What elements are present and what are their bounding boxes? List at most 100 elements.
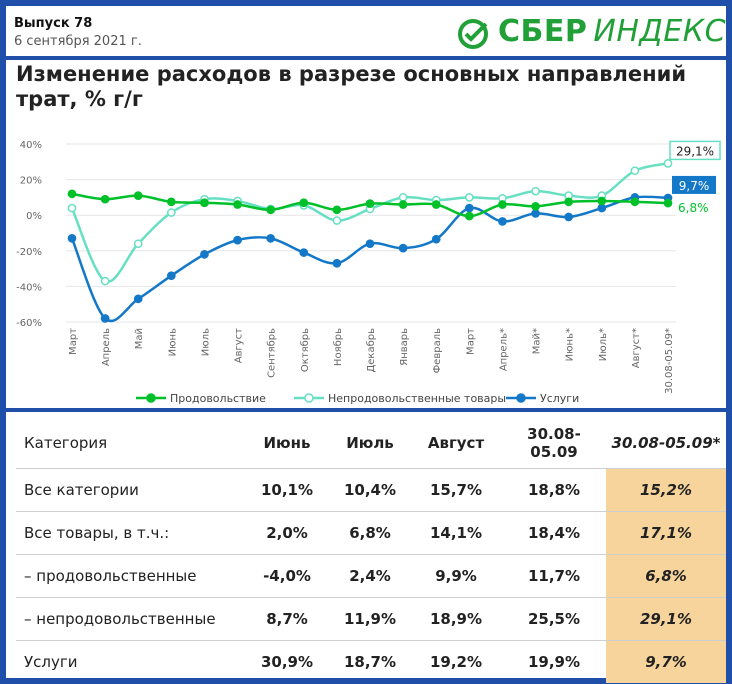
data-point bbox=[365, 239, 375, 249]
header-august: Август bbox=[427, 434, 485, 452]
data-point bbox=[464, 211, 474, 221]
spending-table: Категория Июнь Июль Август 30.08- 05.09 3… bbox=[16, 418, 726, 683]
table-cell: 9,9% bbox=[410, 554, 502, 598]
data-point bbox=[398, 243, 408, 253]
table-cell: 2,4% bbox=[330, 554, 410, 598]
data-point bbox=[133, 239, 143, 249]
services-label-box bbox=[672, 175, 716, 194]
nonfood-end-label: 29,1% bbox=[676, 144, 714, 158]
data-point bbox=[531, 186, 540, 196]
series-lines bbox=[67, 159, 673, 323]
sber-logo-icon bbox=[458, 19, 488, 49]
x-tick-label: Март bbox=[68, 328, 79, 355]
table-cell: 15,7% bbox=[410, 468, 502, 512]
row-label: Все товары, в т.ч.: bbox=[16, 511, 244, 555]
issue-date: 6 сентября 2021 г. bbox=[14, 34, 142, 49]
header-category: Категория bbox=[24, 434, 108, 452]
y-tick-label: -60% bbox=[16, 318, 42, 329]
table-cell: 10,1% bbox=[244, 468, 330, 512]
data-point bbox=[431, 234, 441, 244]
table-cell: 9,7% bbox=[606, 640, 726, 683]
x-axis-ticks: Март Апрель Май Июнь Июль Август Сентябрь Октяб… bbox=[68, 328, 675, 394]
table-cell: 29,1% bbox=[606, 597, 726, 641]
services-end-label: 9,7% bbox=[679, 179, 710, 193]
line-chart: 40% 20% 0% -20% -40% -60% Март Апрель Май Июнь Ию… bbox=[16, 140, 721, 405]
chart-title: Изменение расходов в разрезе основных на… bbox=[16, 62, 687, 111]
table-cell: 10,4% bbox=[330, 468, 410, 512]
end-labels: 29,1% 9,7% 6,8% bbox=[669, 140, 721, 215]
data-point bbox=[100, 276, 110, 286]
data-point bbox=[332, 258, 342, 268]
grid: 40% 20% 0% -20% -40% -60% bbox=[16, 140, 676, 329]
data-point bbox=[597, 203, 607, 213]
table-body: Все категории 10,1% 10,4% 15,7% 18,8% 15,2% Вс… bbox=[16, 468, 726, 683]
x-tick-label: Апрель bbox=[101, 328, 112, 366]
data-point bbox=[431, 200, 441, 209]
data-point bbox=[67, 203, 77, 213]
header-july: Июль bbox=[346, 434, 394, 452]
nonfood-label-box bbox=[669, 140, 721, 161]
table-cell: 15,2% bbox=[606, 468, 726, 512]
legend-label: Услуги bbox=[540, 392, 579, 405]
data-point bbox=[332, 216, 342, 225]
table-panel: Категория Июнь Июль Август 30.08- 05.09 3… bbox=[6, 412, 726, 683]
table-cell: 11,9% bbox=[330, 597, 410, 641]
row-label: Услуги bbox=[16, 640, 244, 683]
header-week-highlight: 30.08-05.09* bbox=[606, 418, 726, 469]
table-cell: 17,1% bbox=[606, 511, 726, 555]
y-tick-label: 20% bbox=[20, 176, 42, 187]
data-point bbox=[200, 250, 209, 259]
data-point bbox=[564, 212, 574, 222]
x-tick-label: Январь bbox=[399, 328, 410, 366]
data-point bbox=[398, 193, 408, 202]
report-header: Выпуск 78 6 сентября 2021 г. СБЕР ИНДЕКС bbox=[6, 6, 726, 56]
data-point bbox=[531, 201, 540, 211]
data-point bbox=[67, 189, 77, 199]
header-june: Июнь bbox=[263, 434, 311, 452]
x-tick-label: Август* bbox=[631, 328, 642, 368]
table-cell: 8,7% bbox=[244, 597, 330, 641]
table-cell: 18,9% bbox=[410, 597, 502, 641]
x-tick-label: Май bbox=[134, 328, 145, 349]
header-week: 30.08- 05.09 bbox=[527, 425, 581, 461]
all-goods-row: Все товары, в т.ч.: 2,0% 6,8% 14,1% 18,4% 17,… bbox=[16, 511, 726, 555]
data-point bbox=[464, 193, 474, 202]
table-cell: 18,8% bbox=[502, 468, 606, 512]
y-tick-label: 0% bbox=[26, 211, 42, 222]
data-point bbox=[233, 200, 242, 209]
x-tick-label: Октябрь bbox=[300, 328, 311, 372]
table-cell: 18,4% bbox=[502, 511, 606, 555]
x-tick-label: Июль* bbox=[598, 328, 609, 361]
legend-swatch-marker bbox=[304, 393, 314, 403]
data-point bbox=[166, 197, 176, 207]
data-point bbox=[398, 200, 408, 209]
x-tick-label: Апрель* bbox=[498, 328, 509, 371]
data-point bbox=[597, 196, 607, 206]
table-cell: 2,0% bbox=[244, 511, 330, 555]
data-point bbox=[200, 198, 209, 208]
y-tick-label: -20% bbox=[16, 247, 42, 258]
data-point bbox=[630, 166, 640, 176]
data-point bbox=[498, 217, 507, 226]
data-point bbox=[133, 191, 143, 200]
x-tick-label: Июнь bbox=[167, 328, 178, 356]
table-header-row: Категория Июнь Июль Август 30.08- 05.09 3… bbox=[16, 418, 726, 469]
x-tick-label: Ноябрь bbox=[333, 328, 344, 366]
data-point bbox=[332, 205, 342, 215]
data-point bbox=[266, 233, 276, 243]
legend-label: Непродовольственные товары bbox=[328, 392, 506, 405]
data-point bbox=[100, 194, 110, 204]
table-cell: 18,7% bbox=[330, 640, 410, 683]
y-tick-label: 40% bbox=[20, 140, 42, 151]
brand-light: ИНДЕКС bbox=[593, 14, 727, 49]
food-row: – продовольственные -4,0% 2,4% 9,9% 11,7% 6,8… bbox=[16, 554, 726, 598]
data-point bbox=[630, 197, 640, 207]
row-label: – продовольственные bbox=[16, 554, 244, 598]
data-point bbox=[166, 208, 176, 217]
table-cell: 30,9% bbox=[244, 640, 330, 683]
services-row: Услуги 30,9% 18,7% 19,2% 19,9% 9,7% bbox=[16, 640, 726, 683]
legend-swatch-marker bbox=[516, 393, 526, 403]
data-point bbox=[299, 248, 309, 257]
x-tick-label: Февраль bbox=[432, 328, 443, 374]
data-point bbox=[498, 200, 507, 209]
